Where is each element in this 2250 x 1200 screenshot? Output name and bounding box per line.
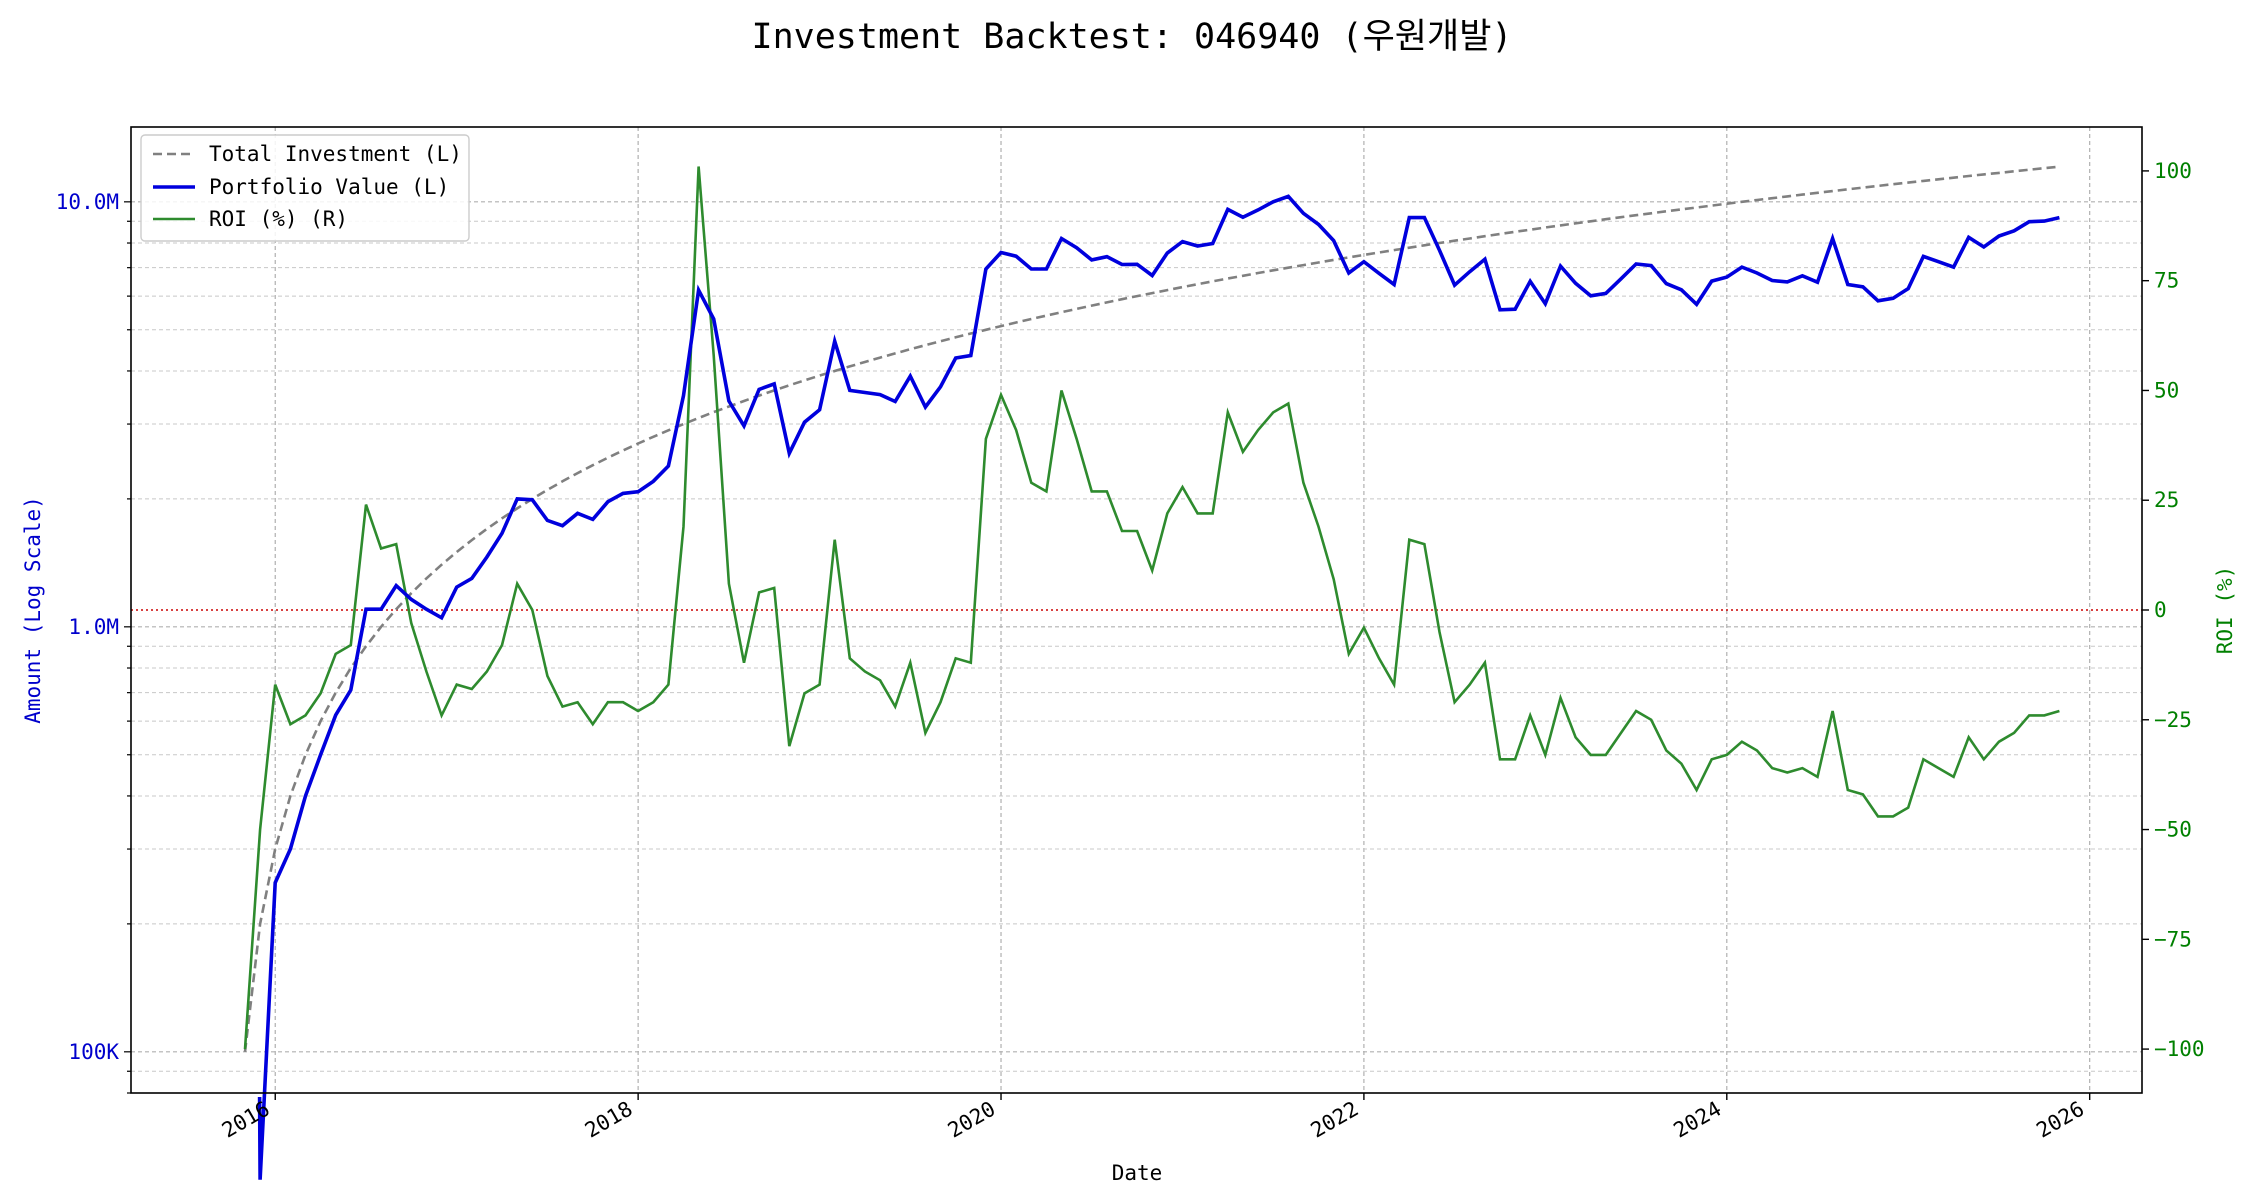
series-line-total-investment — [243, 165, 2060, 1052]
x-tick-label-2018: 2018 — [581, 1097, 637, 1143]
y-left-tick-label-100K: 100K — [68, 1040, 119, 1064]
y-right-tick-label--100: −100 — [2154, 1037, 2205, 1061]
y-left-tick-label-10.0M: 10.0M — [56, 190, 119, 214]
y-right-axis-ticks: 100 75 50 25 0 −25 −50 −75 −100 — [2142, 159, 2205, 1061]
y-left-axis-label: Amount (Log Scale) — [21, 496, 45, 724]
y-right-tick-label--25: −25 — [2154, 708, 2192, 732]
y-right-axis-label: ROI (%) — [2213, 566, 2237, 655]
y-right-tick-label-50: 50 — [2154, 378, 2179, 402]
series-line-portfolio-value — [257, 194, 2060, 1180]
y-right-tick-label-75: 75 — [2154, 269, 2179, 293]
x-tick-label-2016: 2016 — [218, 1097, 274, 1143]
y-left-tick-label-1.0M: 1.0M — [68, 615, 119, 639]
x-tick-label-2026: 2026 — [2032, 1097, 2088, 1143]
x-tick-label-2022: 2022 — [1307, 1097, 1363, 1143]
x-axis-ticks: 2016 2018 2020 2022 2024 2026 — [218, 1093, 2091, 1143]
y-right-tick-label--75: −75 — [2154, 927, 2192, 951]
y-left-axis-ticks: 100K 1.0M 10.0M — [56, 190, 131, 1094]
x-tick-label-2024: 2024 — [1669, 1097, 1725, 1143]
legend-label-portfolio-value: Portfolio Value (L) — [209, 175, 449, 199]
chart-title: Investment Backtest: 046940 (우원개발) — [752, 17, 1513, 57]
legend-label-roi: ROI (%) (R) — [209, 207, 348, 231]
series-line-roi — [243, 166, 2060, 1050]
x-tick-label-2020: 2020 — [944, 1097, 1000, 1143]
legend-label-total-investment: Total Investment (L) — [209, 142, 462, 166]
plot-lines — [243, 165, 2060, 1180]
y-right-tick-label-0: 0 — [2154, 598, 2167, 622]
legend: Total Investment (L) Portfolio Value (L)… — [140, 134, 470, 242]
x-axis-label: Date — [1112, 1161, 1163, 1185]
y-right-tick-label-25: 25 — [2154, 488, 2179, 512]
y-right-tick-label--50: −50 — [2154, 818, 2192, 842]
y-right-tick-label-100: 100 — [2154, 159, 2192, 183]
legend-box — [140, 134, 470, 242]
